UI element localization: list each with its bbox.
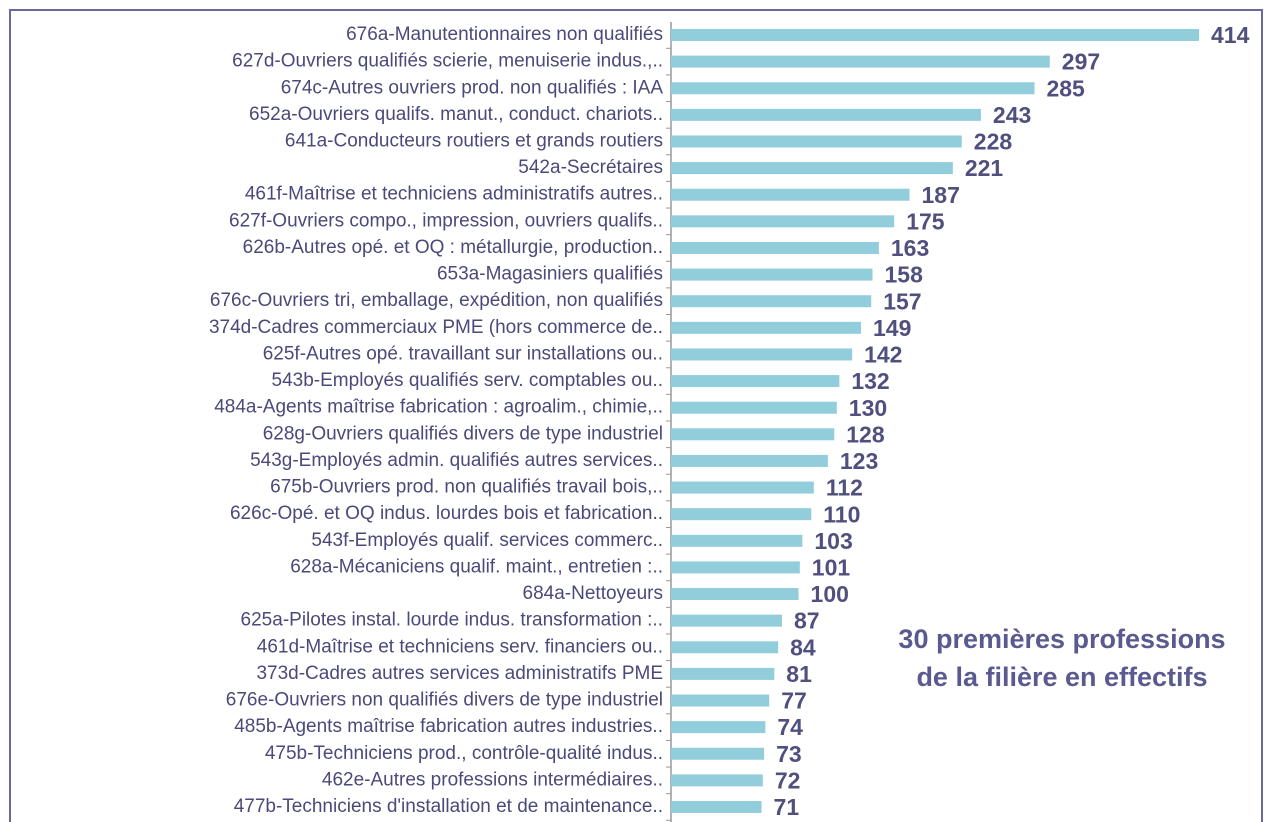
- value-label: 414: [1211, 22, 1250, 48]
- category-label: 674c-Autres ouvriers prod. non qualifiés…: [281, 77, 664, 98]
- annotation: de la filière en effectifs: [916, 662, 1207, 692]
- bar: [671, 641, 779, 654]
- value-label: 112: [826, 475, 863, 501]
- value-label: 128: [846, 421, 885, 447]
- bar: [671, 667, 775, 680]
- bar: [671, 401, 837, 414]
- category-label: 626b-Autres opé. et OQ : métallurgie, pr…: [243, 237, 663, 258]
- value-label: 297: [1062, 49, 1100, 75]
- category-label: 676e-Ouvriers non qualifiés divers de ty…: [226, 690, 663, 711]
- category-label: 484a-Agents maîtrise fabrication : agroa…: [214, 397, 663, 418]
- bar: [671, 561, 800, 574]
- value-label: 228: [974, 129, 1013, 155]
- bar: [671, 188, 910, 201]
- category-label: 628g-Ouvriers qualifiés divers de type i…: [263, 423, 663, 444]
- bar: [671, 508, 812, 521]
- value-label: 175: [906, 208, 945, 234]
- category-label: 684a-Nettoyeurs: [523, 583, 663, 604]
- category-label: 641a-Conducteurs routiers et grands rout…: [285, 130, 663, 151]
- category-label: 628a-Mécaniciens qualif. maint., entreti…: [290, 556, 663, 577]
- bar: [671, 801, 762, 813]
- bar: [671, 241, 879, 254]
- bar: [671, 135, 962, 148]
- frame: [9, 9, 1263, 822]
- bar: [671, 108, 981, 121]
- value-label: 123: [840, 448, 878, 474]
- value-label: 100: [811, 581, 849, 607]
- category-label: 542a-Secrétaires: [518, 157, 663, 178]
- value-label: 73: [776, 741, 802, 767]
- category-label: 475b-Techniciens prod., contrôle-qualité…: [265, 743, 663, 764]
- value-label: 142: [864, 342, 902, 368]
- value-label: 158: [885, 262, 924, 288]
- value-label: 103: [814, 528, 852, 554]
- category-label: 675b-Ouvriers prod. non qualifiés travai…: [270, 477, 663, 498]
- category-label: 627f-Ouvriers compo., impression, ouvrie…: [229, 210, 663, 231]
- bar: [671, 375, 840, 388]
- bar: [671, 162, 953, 175]
- category-label: 461f-Maîtrise et techniciens administrat…: [245, 184, 663, 205]
- bar: [671, 481, 814, 494]
- value-label: 87: [794, 608, 820, 634]
- bar: [671, 295, 872, 308]
- category-label: 461d-Maîtrise et techniciens serv. finan…: [257, 636, 663, 657]
- category-label: 373d-Cadres autres services administrati…: [256, 663, 663, 684]
- bar: [671, 215, 895, 228]
- value-label: 74: [777, 714, 803, 740]
- category-label: 625f-Autres opé. travaillant sur install…: [263, 343, 663, 364]
- category-label: 652a-Ouvriers qualifs. manut., conduct. …: [249, 104, 663, 125]
- value-label: 110: [823, 501, 860, 527]
- bar: [671, 321, 862, 334]
- value-label: 72: [775, 767, 801, 793]
- value-label: 71: [774, 794, 800, 820]
- annotation: 30 premières professions: [898, 624, 1225, 654]
- category-label: 477b-Techniciens d'installation et de ma…: [234, 796, 663, 817]
- value-label: 187: [921, 182, 959, 208]
- bar: [671, 534, 803, 547]
- bar: [671, 29, 1199, 41]
- category-label: 462e-Autres professions intermédiaires..: [322, 769, 663, 790]
- bar: [671, 588, 799, 601]
- bar: [671, 721, 766, 734]
- bar: [671, 268, 873, 281]
- category-label: 676a-Manutentionnaires non qualifiés: [346, 24, 663, 45]
- category-label: 653a-Magasiniers qualifiés: [437, 264, 663, 285]
- category-label: 626c-Opé. et OQ indus. lourdes bois et f…: [230, 503, 663, 524]
- category-label: 543f-Employés qualif. services commerc..: [311, 530, 663, 551]
- value-label: 149: [873, 315, 911, 341]
- value-label: 132: [851, 368, 889, 394]
- category-label: 543g-Employés admin. qualifiés autres se…: [250, 450, 663, 471]
- value-label: 157: [883, 288, 921, 314]
- category-label: 676c-Ouvriers tri, emballage, expédition…: [210, 290, 663, 311]
- value-label: 163: [891, 235, 929, 261]
- bar: [671, 747, 765, 760]
- bar: [671, 82, 1035, 95]
- value-label: 81: [786, 661, 812, 687]
- bar: [671, 614, 782, 627]
- value-label: 221: [965, 155, 1004, 181]
- value-label: 84: [790, 634, 816, 660]
- category-label: 625a-Pilotes instal. lourde indus. trans…: [241, 610, 663, 631]
- bar: [671, 55, 1050, 68]
- value-label: 130: [849, 395, 887, 421]
- bar: [671, 454, 828, 467]
- category-label: 374d-Cadres commerciaux PME (hors commer…: [209, 317, 663, 338]
- bar: [671, 694, 770, 707]
- category-label: 543b-Employés qualifiés serv. comptables…: [272, 370, 663, 391]
- category-label: 627d-Ouvriers qualifiés scierie, menuise…: [232, 51, 663, 72]
- bar: [671, 774, 763, 787]
- value-label: 285: [1046, 75, 1085, 101]
- value-label: 243: [993, 102, 1031, 128]
- bar: [671, 348, 853, 361]
- value-label: 101: [812, 554, 851, 580]
- category-label: 485b-Agents maîtrise fabrication autres …: [234, 716, 663, 737]
- value-label: 77: [781, 688, 807, 714]
- bar: [671, 428, 835, 441]
